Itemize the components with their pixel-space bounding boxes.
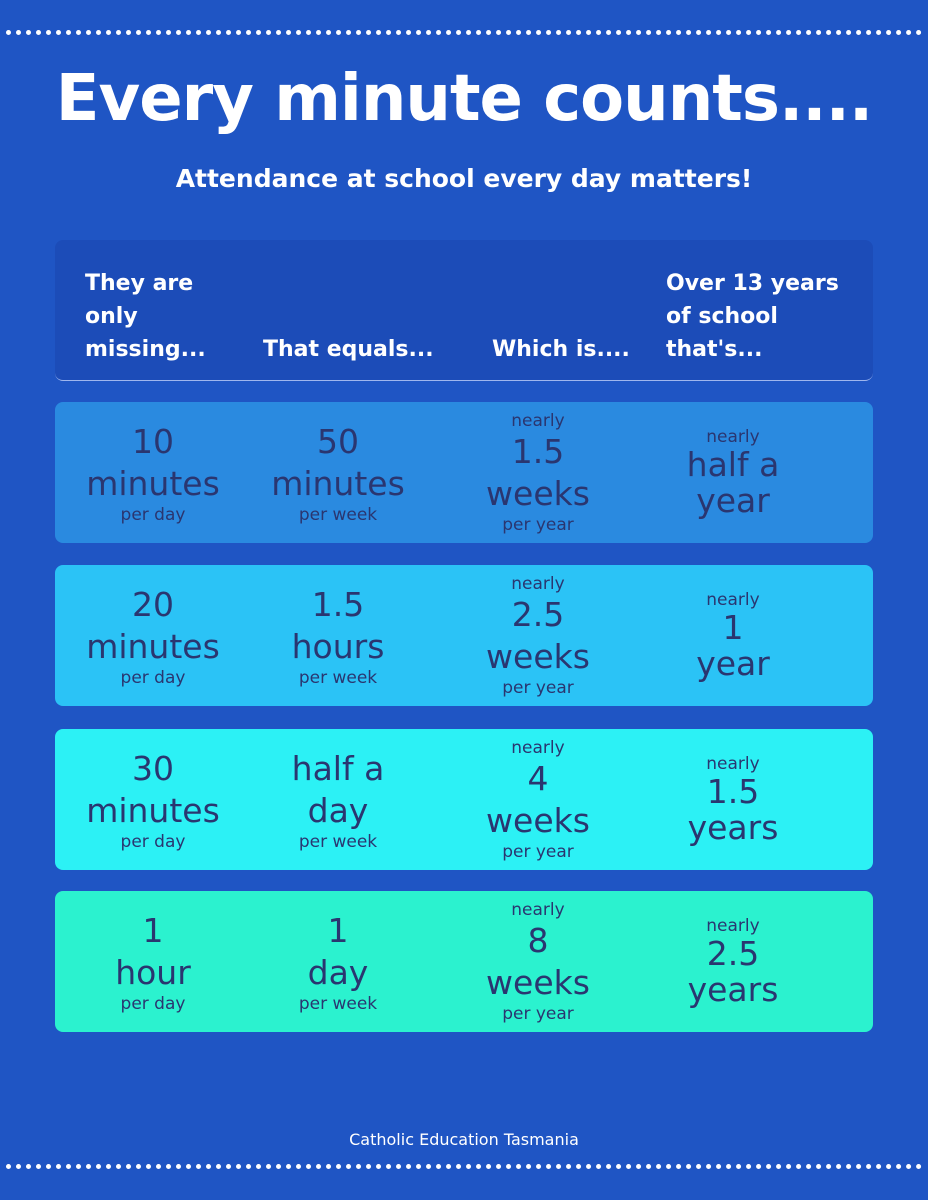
period: per week — [298, 667, 378, 688]
amount: 1 — [142, 910, 164, 950]
footer: Catholic Education Tasmania — [349, 1130, 579, 1149]
amount: 1 — [327, 910, 349, 950]
header-line: Which is.... — [492, 337, 630, 362]
column-header: That equals... — [263, 333, 434, 366]
table-cell: nearly 4 weeks per year — [443, 729, 633, 870]
period: per day — [120, 667, 186, 688]
table-row: 30 minutes per day half a day per week nearly 4… — [55, 729, 873, 870]
qualifier: nearly — [511, 737, 565, 758]
amount: 2.5 — [706, 933, 760, 973]
period: per day — [120, 504, 186, 525]
table-cell: nearly 2.5 weeks per year — [443, 565, 633, 706]
unit: weeks — [486, 800, 590, 840]
amount: 1.5 — [311, 584, 365, 624]
qualifier: nearly — [511, 573, 565, 594]
table-cell: half a day per week — [243, 729, 433, 870]
table-cell: 20 minutes per day — [58, 565, 248, 706]
qualifier: nearly — [511, 899, 565, 920]
unit: day — [307, 952, 369, 992]
dotted-border — [6, 1164, 922, 1169]
header-line: only — [85, 304, 138, 329]
unit: minutes — [271, 463, 405, 503]
unit: hours — [291, 626, 385, 666]
table-row: 1 hour per day 1 day per week nearly 8 weeks per … — [55, 891, 873, 1032]
table-row: 20 minutes per day 1.5 hours per week nearly 2.… — [55, 565, 873, 706]
amount: 10 — [132, 421, 174, 461]
unit: years — [687, 807, 779, 847]
unit: year — [696, 643, 770, 683]
column-header: Over 13 years of school that's... — [666, 267, 839, 366]
amount: half a — [686, 444, 780, 484]
table-cell: 50 minutes per week — [243, 402, 433, 543]
unit: minutes — [86, 626, 220, 666]
unit: minutes — [86, 463, 220, 503]
unit: weeks — [486, 636, 590, 676]
period: per year — [502, 841, 574, 862]
unit: day — [307, 790, 369, 830]
table-cell: 1 day per week — [243, 891, 433, 1032]
table-cell: nearly half a year — [638, 402, 828, 543]
table-cell: 10 minutes per day — [58, 402, 248, 543]
amount: 1.5 — [706, 771, 760, 811]
table-cell: nearly 1.5 weeks per year — [443, 402, 633, 543]
dotted-border — [6, 30, 922, 35]
header-line: Over 13 years — [666, 271, 839, 296]
period: per week — [298, 993, 378, 1014]
amount: 50 — [317, 421, 359, 461]
table-cell: nearly 1 year — [638, 565, 828, 706]
title: Every minute counts.... — [55, 62, 873, 136]
period: per day — [120, 831, 186, 852]
period: per week — [298, 504, 378, 525]
qualifier: nearly — [511, 410, 565, 431]
amount: 1 — [722, 607, 744, 647]
qualifier: nearly — [706, 915, 760, 936]
amount: 2.5 — [511, 594, 565, 634]
header-line: They are — [85, 271, 194, 296]
qualifier: nearly — [706, 426, 760, 447]
table-cell: 1 hour per day — [58, 891, 248, 1032]
header-line: of school — [666, 304, 778, 329]
qualifier: nearly — [706, 753, 760, 774]
subtitle: Attendance at school every day matters! — [175, 164, 753, 193]
table-cell: nearly 2.5 years — [638, 891, 828, 1032]
qualifier: nearly — [706, 589, 760, 610]
period: per week — [298, 831, 378, 852]
header-line: that's... — [666, 337, 763, 362]
unit: minutes — [86, 790, 220, 830]
table-cell: 30 minutes per day — [58, 729, 248, 870]
unit: weeks — [486, 962, 590, 1002]
amount: 30 — [132, 748, 174, 788]
period: per year — [502, 514, 574, 535]
column-header: They are only missing... — [85, 267, 206, 366]
unit: weeks — [486, 473, 590, 513]
table-header: They are only missing... That equals... Whic… — [55, 240, 873, 381]
header-line: missing... — [85, 337, 206, 362]
unit: years — [687, 969, 779, 1009]
period: per day — [120, 993, 186, 1014]
table-cell: nearly 8 weeks per year — [443, 891, 633, 1032]
table-cell: 1.5 hours per week — [243, 565, 433, 706]
period: per year — [502, 1003, 574, 1024]
amount: 4 — [527, 758, 549, 798]
amount: half a — [291, 748, 385, 788]
table-row: 10 minutes per day 50 minutes per week nearly 1… — [55, 402, 873, 543]
unit: hour — [115, 952, 191, 992]
period: per year — [502, 677, 574, 698]
amount: 20 — [132, 584, 174, 624]
table-cell: nearly 1.5 years — [638, 729, 828, 870]
amount: 1.5 — [511, 431, 565, 471]
header-line: That equals... — [263, 337, 434, 362]
column-header: Which is.... — [492, 333, 630, 366]
unit: year — [696, 480, 770, 520]
amount: 8 — [527, 920, 549, 960]
